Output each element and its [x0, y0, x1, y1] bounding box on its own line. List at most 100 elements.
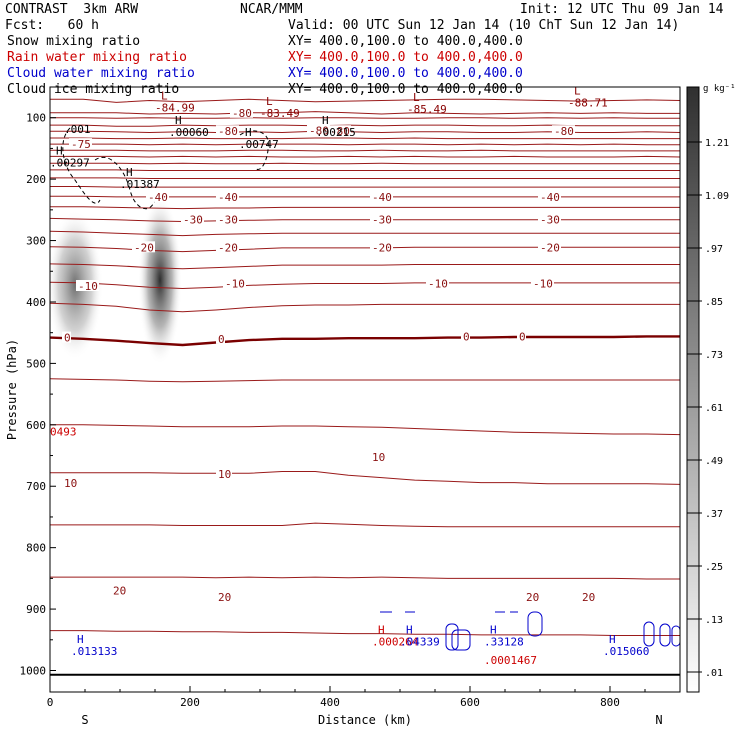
- extremum-value: .00215: [316, 126, 356, 139]
- contour-label-bg: [216, 590, 232, 602]
- contour-label: 20: [582, 591, 595, 604]
- extremum-value: 0493: [50, 426, 77, 439]
- contour-label: -30: [372, 214, 392, 227]
- field-rain-name: Rain water mixing ratio: [7, 50, 188, 65]
- colorbar-label: .97: [705, 244, 723, 255]
- contour-label: 20: [113, 585, 126, 598]
- x-tick-label: 400: [320, 696, 340, 709]
- contour-label: -10: [428, 278, 448, 291]
- forecast-hour: Fcst: 60 h: [5, 18, 99, 33]
- field-cloudice-xy: XY= 400.0,100.0 to 400.0,400.0: [288, 82, 523, 97]
- y-tick-label: 700: [26, 480, 46, 493]
- extremum-mark: H: [609, 633, 616, 646]
- extremum-mark: H: [77, 633, 84, 646]
- colorbar-label: .85: [705, 297, 723, 308]
- colorbar-label: .73: [705, 350, 723, 361]
- contour-label-bg: [69, 138, 92, 150]
- contour-label: -80: [554, 125, 574, 138]
- contour-label-bg: [307, 124, 330, 136]
- extremum-mark: H: [490, 624, 497, 637]
- extremum-value: .0001467: [484, 654, 537, 667]
- contour-label: 10: [64, 477, 77, 490]
- extremum-value: .000264: [372, 636, 419, 649]
- cloud-water-contour: [659, 623, 671, 647]
- cloud-ice-contour: [62, 127, 156, 210]
- extremum-mark: H: [175, 114, 182, 127]
- cloud-water-contour: [451, 629, 471, 651]
- contour-label-bg: [181, 213, 204, 225]
- colorbar-label: 1.09: [705, 191, 729, 202]
- contour-label: 20: [526, 591, 539, 604]
- contour-label: -80: [232, 107, 252, 120]
- isotherm-m35: [50, 206, 680, 210]
- isotherm-m80: [50, 117, 680, 119]
- isotherm-m80: [50, 137, 680, 140]
- y-tick-label: 100: [26, 112, 46, 125]
- contour-label: -10: [533, 278, 553, 291]
- cloud-ice-contours: [62, 127, 269, 210]
- contour-label-bg: [328, 125, 351, 137]
- contour-label: -20: [540, 241, 560, 254]
- cloud-ice-contour: [239, 130, 269, 170]
- isotherm-m60: [50, 162, 680, 165]
- contour-label: -80: [309, 125, 329, 138]
- isotherm-m5: [49, 302, 680, 313]
- y-tick-label: 600: [26, 419, 46, 432]
- extremum-value: -84.99: [155, 101, 195, 114]
- valid-time: Valid: 00 UTC Sun 12 Jan 14 (10 ChT Sun …: [288, 18, 680, 33]
- isotherm-m80: [50, 124, 680, 127]
- isotherm-0: [49, 335, 680, 347]
- contour-label: 0: [218, 333, 225, 346]
- contour-label: 0: [64, 332, 71, 345]
- extremum-value: .01387: [120, 178, 160, 191]
- y-tick-label: 200: [26, 173, 46, 186]
- isotherm-m30: [49, 217, 680, 223]
- extremum-mark: L: [574, 84, 581, 97]
- x-tick-label: 0: [47, 696, 54, 709]
- field-cloudwater-xy: XY= 400.0,100.0 to 400.0,400.0: [288, 66, 523, 81]
- colorbar-unit: g kg⁻¹: [703, 84, 736, 94]
- isotherm-m25: [49, 230, 680, 237]
- colorbar-label: .49: [705, 456, 723, 467]
- isotherm-m40: [50, 195, 680, 198]
- contour-label: -20: [218, 241, 238, 254]
- contour-label: 0: [463, 330, 470, 343]
- contour-labels: -75-80-80 -80 -80-80-40 -40 -40 -40-30 -30 -30-…: [62, 106, 596, 604]
- y-tick-label: 400: [26, 296, 46, 309]
- contour-label-bg: [216, 213, 239, 225]
- extremum-value: .00060: [169, 126, 209, 139]
- colorbar-label: .37: [705, 509, 723, 520]
- isotherm-m65: [50, 155, 681, 158]
- y-tick-label: 500: [26, 357, 46, 370]
- contour-label-bg: [76, 280, 99, 292]
- contour-label: -10: [78, 280, 98, 293]
- extremum-mark: H: [126, 166, 133, 179]
- extremum-value: .33128: [484, 636, 524, 649]
- north-label: N: [655, 713, 662, 727]
- extremum-value: .00297: [50, 157, 90, 170]
- extremum-value: -85.49: [407, 103, 447, 116]
- isotherm-m55: [50, 169, 680, 171]
- colorbar-label: .01: [705, 668, 723, 679]
- isotherm-10: [50, 424, 681, 436]
- isotherm-m80: [50, 130, 681, 134]
- colorbar-label: .61: [705, 403, 723, 414]
- y-tick-label: 800: [26, 542, 46, 555]
- temperature-contours: [49, 98, 681, 676]
- isotherm-m70: [50, 149, 680, 152]
- model-title: CONTRAST 3km ARW: [5, 2, 139, 17]
- contour-label-bg: [216, 125, 239, 137]
- field-rain-xy: XY= 400.0,100.0 to 400.0,400.0: [288, 50, 523, 65]
- extremum-mark: L: [413, 91, 420, 104]
- contour-label: -40: [372, 191, 392, 204]
- extremum-value: .013133: [71, 645, 117, 658]
- isotherm-m80: [50, 111, 680, 115]
- isotherm-15: [50, 471, 681, 485]
- snow-plume-east: [138, 195, 182, 365]
- contour-label: -75: [71, 138, 91, 151]
- contour-label-bg: [531, 277, 554, 289]
- contour-label-bg: [370, 190, 393, 202]
- contour-label-bg: [552, 125, 575, 137]
